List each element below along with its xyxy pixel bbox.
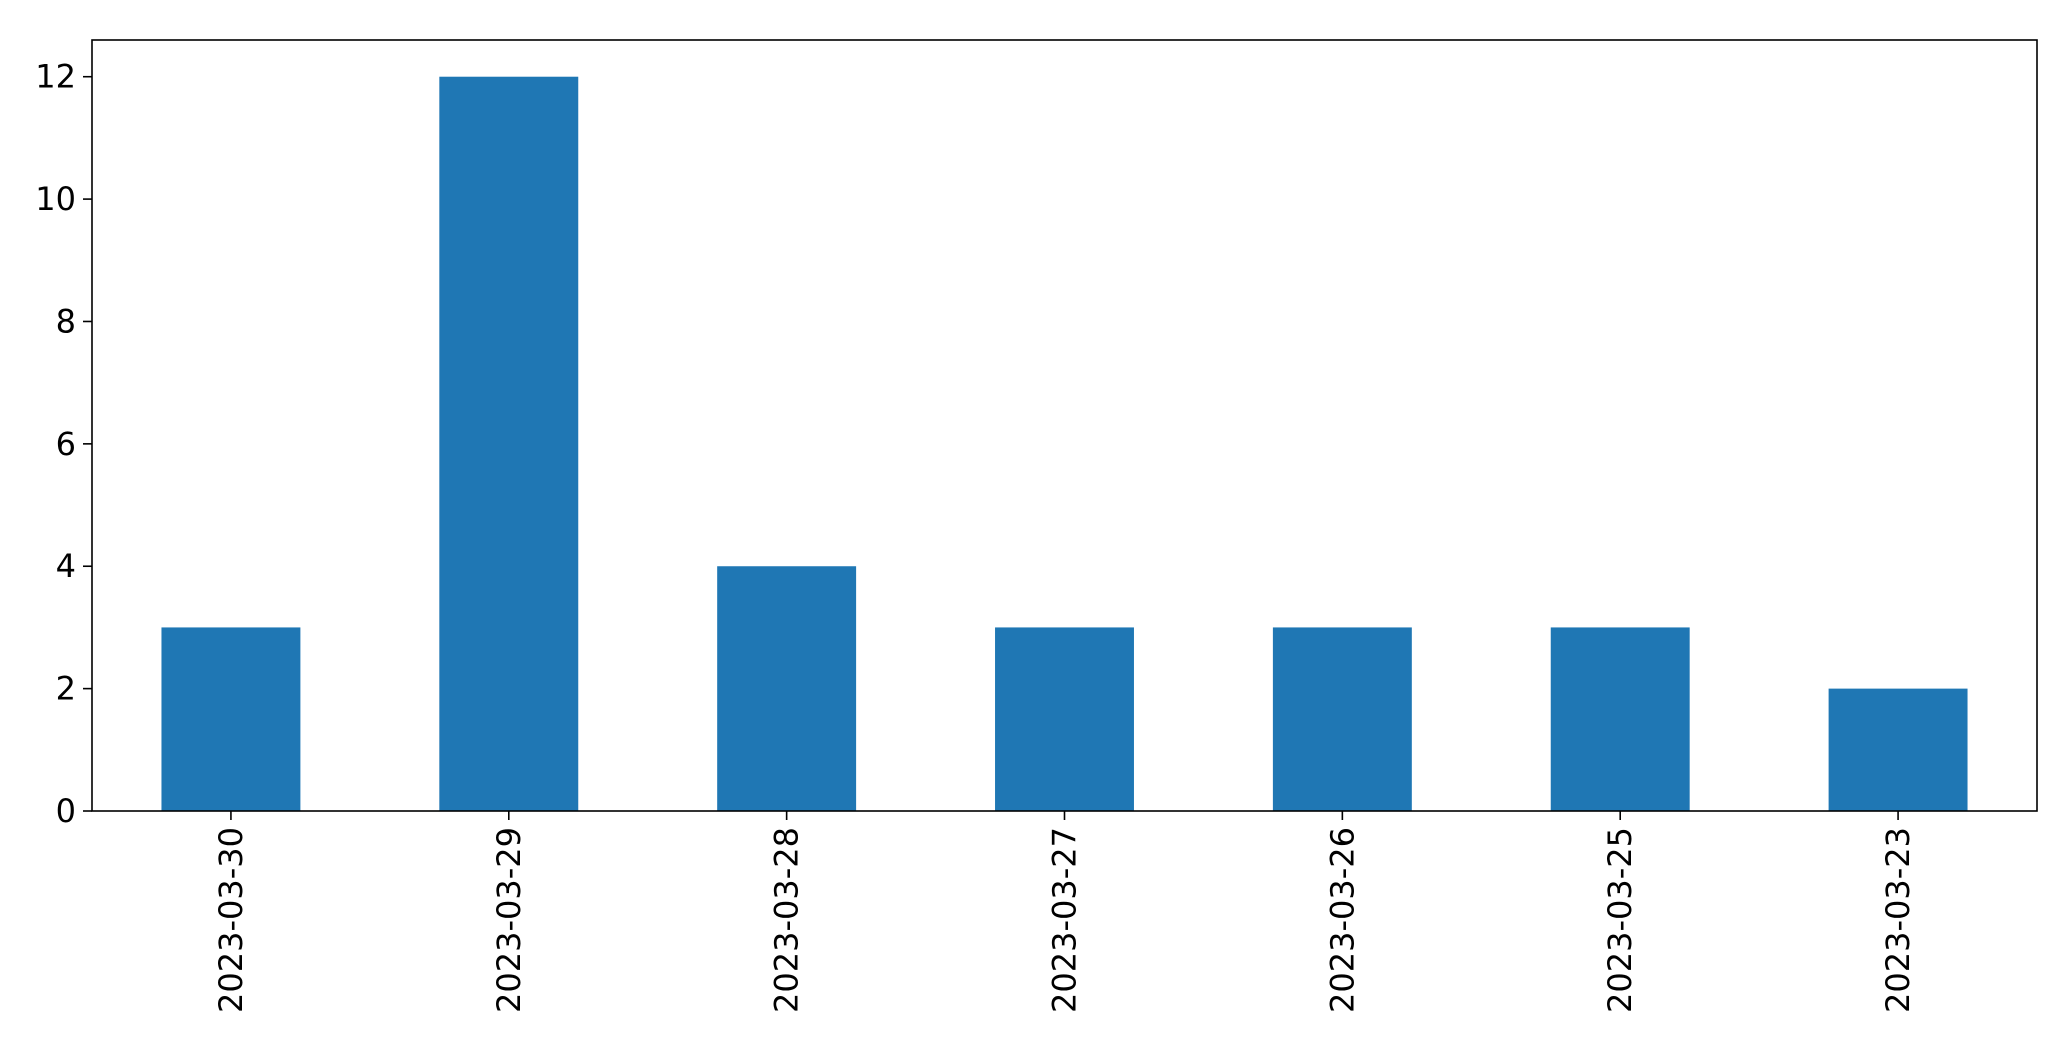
y-tick-label: 8 [56, 302, 76, 340]
bar-2023-03-30 [161, 627, 301, 811]
x-tick-label: 2023-03-29 [490, 827, 528, 1013]
bar-2023-03-28 [717, 566, 857, 811]
bar-2023-03-23 [1828, 688, 1968, 811]
bar-2023-03-26 [1272, 627, 1412, 811]
labels-layer: 0 2 4 6 8 10 12 2023-03-30 2023-03-29 2023-03-28 2… [35, 58, 1917, 1013]
bars-layer [161, 76, 1968, 811]
x-tick-label: 2023-03-23 [1879, 827, 1917, 1013]
x-tick-label: 2023-03-25 [1601, 827, 1639, 1013]
bar-2023-03-25 [1550, 627, 1690, 811]
x-tick-label: 2023-03-28 [768, 827, 806, 1013]
x-tick-label: 2023-03-27 [1046, 827, 1084, 1013]
y-tick-label: 12 [35, 58, 76, 96]
x-tick-label: 2023-03-30 [212, 827, 250, 1013]
bar-2023-03-29 [439, 76, 579, 811]
y-tick-label: 0 [56, 792, 76, 830]
y-tick-label: 2 [56, 670, 76, 708]
bar-2023-03-27 [995, 627, 1134, 811]
x-tick-label: 2023-03-26 [1323, 827, 1361, 1013]
y-tick-label: 10 [35, 180, 76, 218]
y-tick-label: 6 [56, 425, 76, 463]
y-tick-label: 4 [56, 547, 76, 585]
axes-layer [83, 39, 2038, 820]
